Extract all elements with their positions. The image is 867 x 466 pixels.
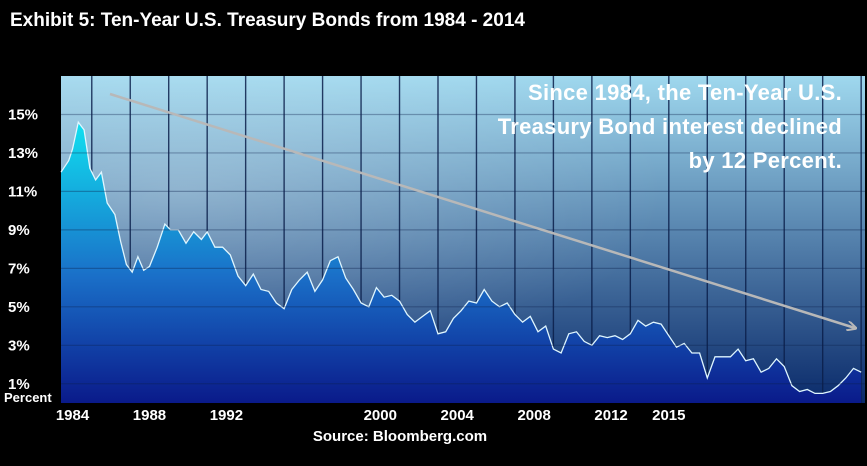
y-tick-label: 7% [8, 260, 30, 277]
y-axis-ticks: 1% 3% 5% 7% 9% 11% 13% 15% [8, 106, 38, 392]
x-tick-label: 1984 [56, 407, 90, 424]
source-note: Source: Bloomberg.com [312, 428, 488, 445]
y-tick-label: 13% [8, 145, 38, 162]
x-tick-label: 2008 [517, 407, 550, 424]
trend-arrow [109, 92, 855, 328]
y-tick-label: 11% [8, 183, 37, 200]
series-line [60, 120, 862, 395]
x-tick-label: 1988 [133, 407, 166, 424]
chart-title: Exhibit 5: Ten-Year U.S. Treasury Bonds … [10, 10, 525, 31]
annotation-line-3: by 12 Percent. [688, 148, 842, 173]
annotation-line-2: Treasury Bond interest declined [497, 114, 842, 139]
horizontal-gridlines [61, 113, 865, 385]
x-axis-ticks: 1984 1988 1992 2000 2004 2008 2012 2015 [56, 407, 686, 424]
series-area [61, 122, 862, 403]
y-axis-label: Percent [4, 390, 52, 405]
y-tick-label: 9% [8, 222, 30, 239]
y-tick-label: 3% [8, 337, 30, 354]
y-tick-label: 15% [8, 106, 38, 123]
x-tick-label: 2004 [441, 407, 475, 424]
x-tick-label: 2000 [364, 407, 397, 424]
x-tick-label: 1992 [210, 407, 243, 424]
annotation-line-1: Since 1984, the Ten-Year U.S. [528, 80, 842, 105]
x-tick-label: 2015 [652, 407, 685, 424]
y-tick-label: 5% [8, 299, 30, 316]
x-tick-label: 2012 [594, 407, 627, 424]
y-tick-label: 1% [8, 376, 30, 393]
